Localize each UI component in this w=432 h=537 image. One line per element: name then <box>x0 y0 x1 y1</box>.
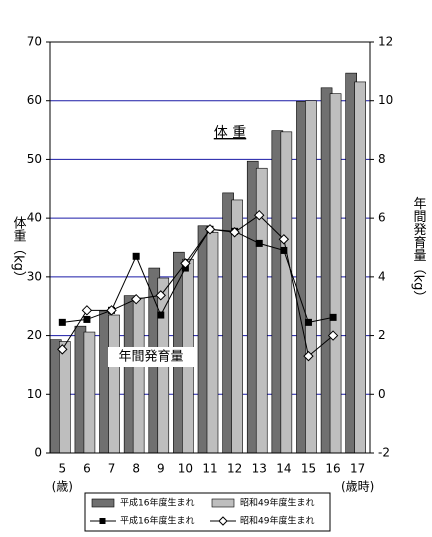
point <box>81 305 93 316</box>
annotation: 体 重 <box>214 125 246 141</box>
point <box>329 313 337 321</box>
x-tick-label: 6 <box>83 462 91 476</box>
point <box>157 311 165 319</box>
y-tick-label: 40 <box>27 211 42 225</box>
bar <box>59 341 71 454</box>
legend-marker <box>218 516 228 526</box>
bar <box>83 331 96 454</box>
point <box>155 290 166 301</box>
x-tick-label: 8 <box>132 462 140 476</box>
legend-label: 昭和49年度生まれ <box>240 497 314 509</box>
point <box>254 209 265 221</box>
y2-tick-label: 10 <box>378 93 393 107</box>
bar <box>231 199 243 454</box>
x-tick-label: 12 <box>227 462 242 476</box>
x-tick-label: 13 <box>252 462 267 476</box>
x-tick-label: 11 <box>202 462 217 476</box>
y-axis-label: 体重（kg） <box>11 216 27 284</box>
point <box>57 344 68 355</box>
x-tick-label: 10 <box>178 462 193 476</box>
legend-label: 昭和49年度生まれ <box>240 515 314 527</box>
bar <box>132 297 145 454</box>
legend-label: 平成16年度生まれ <box>120 497 194 509</box>
y-tick-label: 0 <box>34 446 42 460</box>
y2-tick-label: 4 <box>378 269 386 283</box>
point <box>204 224 216 235</box>
x-unit: (歳) <box>52 480 73 494</box>
x-tick-label: 15 <box>301 462 316 476</box>
point <box>106 305 117 316</box>
x-tick-label: 17 <box>350 462 365 476</box>
point <box>180 258 191 269</box>
legend-marker <box>99 518 106 524</box>
bar <box>280 131 293 454</box>
point <box>58 318 66 326</box>
point <box>327 330 339 341</box>
y2-tick-label: 6 <box>378 211 386 225</box>
point <box>229 227 240 238</box>
x-tick-label: 9 <box>157 462 165 476</box>
point <box>304 318 312 326</box>
y-tick-label: 70 <box>27 35 42 49</box>
y-tick-label: 30 <box>27 269 42 283</box>
x-tick-label: 5 <box>58 462 66 476</box>
point <box>278 234 290 245</box>
y-tick-label: 50 <box>27 152 42 166</box>
legend-box <box>84 492 331 532</box>
bar <box>255 167 268 454</box>
bar <box>108 314 120 454</box>
bar <box>206 231 219 454</box>
annotation-box <box>108 347 194 367</box>
point <box>280 246 288 254</box>
x-unit: (歳時) <box>341 480 374 494</box>
y-tick-label: 10 <box>27 387 42 401</box>
y2-axis-label: 年間発育量（kg） <box>411 197 427 304</box>
legend-label: 平成16年度生まれ <box>120 515 194 527</box>
point <box>303 350 314 362</box>
y2-tick-label: -2 <box>378 446 390 460</box>
point <box>130 293 142 305</box>
point <box>255 239 263 247</box>
annotation: 年間発育量 <box>118 349 183 365</box>
y2-tick-label: 0 <box>378 387 386 401</box>
y-tick-label: 60 <box>27 93 42 107</box>
line <box>62 228 334 323</box>
y2-tick-label: 8 <box>378 152 386 166</box>
y-tick-label: 20 <box>27 328 42 342</box>
point <box>83 315 91 323</box>
y2-tick-label: 12 <box>378 35 393 49</box>
bar <box>305 100 317 454</box>
legend-swatch <box>211 498 235 508</box>
y2-tick-label: 2 <box>378 328 386 342</box>
bar <box>329 93 342 454</box>
point <box>132 252 140 260</box>
plot-frame <box>49 41 371 454</box>
bar <box>354 81 366 454</box>
legend-swatch <box>91 498 115 508</box>
x-tick-label: 14 <box>276 462 291 476</box>
x-tick-label: 7 <box>108 462 116 476</box>
x-tick-label: 16 <box>325 462 340 476</box>
